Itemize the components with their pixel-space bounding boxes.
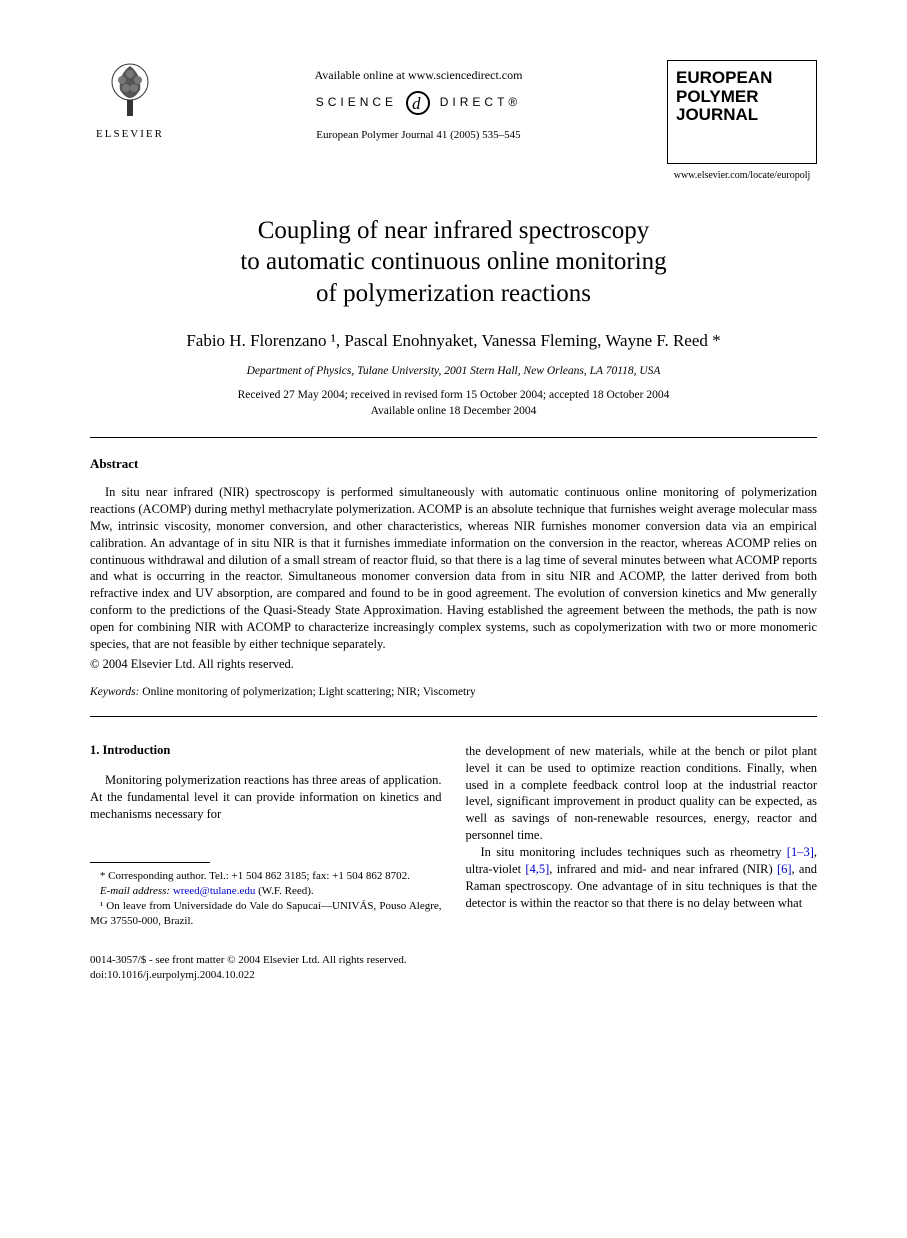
page-header: ELSEVIER Available online at www.science… [90,60,817,181]
journal-title: EUROPEAN POLYMER JOURNAL [676,69,808,125]
ref-link-1-3[interactable]: [1–3] [787,845,814,859]
page-footer: 0014-3057/$ - see front matter © 2004 El… [90,953,817,983]
journal-title-line3: JOURNAL [676,106,808,125]
journal-box-wrapper: EUROPEAN POLYMER JOURNAL www.elsevier.co… [667,60,817,181]
column-right: the development of new materials, while … [466,743,818,929]
email-label: E-mail address: [100,885,170,897]
keywords: Keywords: Online monitoring of polymeriz… [90,686,817,698]
publication-dates: Received 27 May 2004; received in revise… [90,387,817,419]
abstract-body: In situ near infrared (NIR) spectroscopy… [90,484,817,653]
ref-link-6[interactable]: [6] [777,862,792,876]
dates-line1: Received 27 May 2004; received in revise… [238,389,670,401]
svg-text:d: d [413,94,425,113]
sciencedirect-right: DIRECT® [440,95,522,109]
footer-front-matter: 0014-3057/$ - see front matter © 2004 El… [90,953,817,968]
p3-text-c: , infrared and mid- and near infrared (N… [549,862,777,876]
keywords-label: Keywords: [90,686,139,698]
available-online-text: Available online at www.sciencedirect.co… [170,68,667,83]
body-columns: 1. Introduction Monitoring polymerizatio… [90,743,817,929]
copyright-line: © 2004 Elsevier Ltd. All rights reserved… [90,657,817,672]
title-line1: Coupling of near infrared spectroscopy [258,217,650,244]
publisher-logo: ELSEVIER [90,60,170,140]
journal-title-line2: POLYMER [676,88,808,107]
header-center: Available online at www.sciencedirect.co… [170,60,667,141]
footnote-onleave: ¹ On leave from Universidade do Vale do … [90,899,442,929]
journal-title-line1: EUROPEAN [676,69,808,88]
rule-bottom [90,716,817,717]
footnote-email: E-mail address: wreed@tulane.edu (W.F. R… [90,884,442,899]
publisher-name: ELSEVIER [90,128,170,140]
section-heading-intro: 1. Introduction [90,743,442,758]
p3-text-a: In situ monitoring includes techniques s… [481,845,787,859]
sciencedirect-d-icon: d [406,91,430,115]
authors-list: Fabio H. Florenzano ¹, Pascal Enohnyaket… [90,331,817,351]
keywords-text: Online monitoring of polymerization; Lig… [139,686,475,698]
intro-paragraph-3: In situ monitoring includes techniques s… [466,844,818,912]
footnote-rule [90,862,210,863]
affiliation: Department of Physics, Tulane University… [90,365,817,377]
title-line3: of polymerization reactions [316,280,591,307]
author-email-link[interactable]: wreed@tulane.edu [170,885,255,897]
rule-top [90,437,817,438]
elsevier-tree-icon [100,60,160,120]
dates-line2: Available online 18 December 2004 [371,405,537,417]
intro-paragraph-2: the development of new materials, while … [466,743,818,844]
footnote-corresponding: * Corresponding author. Tel.: +1 504 862… [90,869,442,884]
intro-paragraph-1: Monitoring polymerization reactions has … [90,772,442,823]
journal-box: EUROPEAN POLYMER JOURNAL [667,60,817,164]
title-line2: to automatic continuous online monitorin… [240,248,666,275]
footer-doi: doi:10.1016/j.eurpolymj.2004.10.022 [90,968,817,983]
article-title: Coupling of near infrared spectroscopy t… [90,215,817,309]
abstract-heading: Abstract [90,456,817,472]
journal-url[interactable]: www.elsevier.com/locate/europolj [667,170,817,181]
column-left: 1. Introduction Monitoring polymerizatio… [90,743,442,929]
sciencedirect-logo: SCIENCE d DIRECT® [170,91,667,115]
ref-link-4-5[interactable]: [4,5] [525,862,549,876]
sciencedirect-left: SCIENCE [316,95,397,109]
email-who: (W.F. Reed). [255,885,313,897]
citation-text: European Polymer Journal 41 (2005) 535–5… [170,129,667,141]
